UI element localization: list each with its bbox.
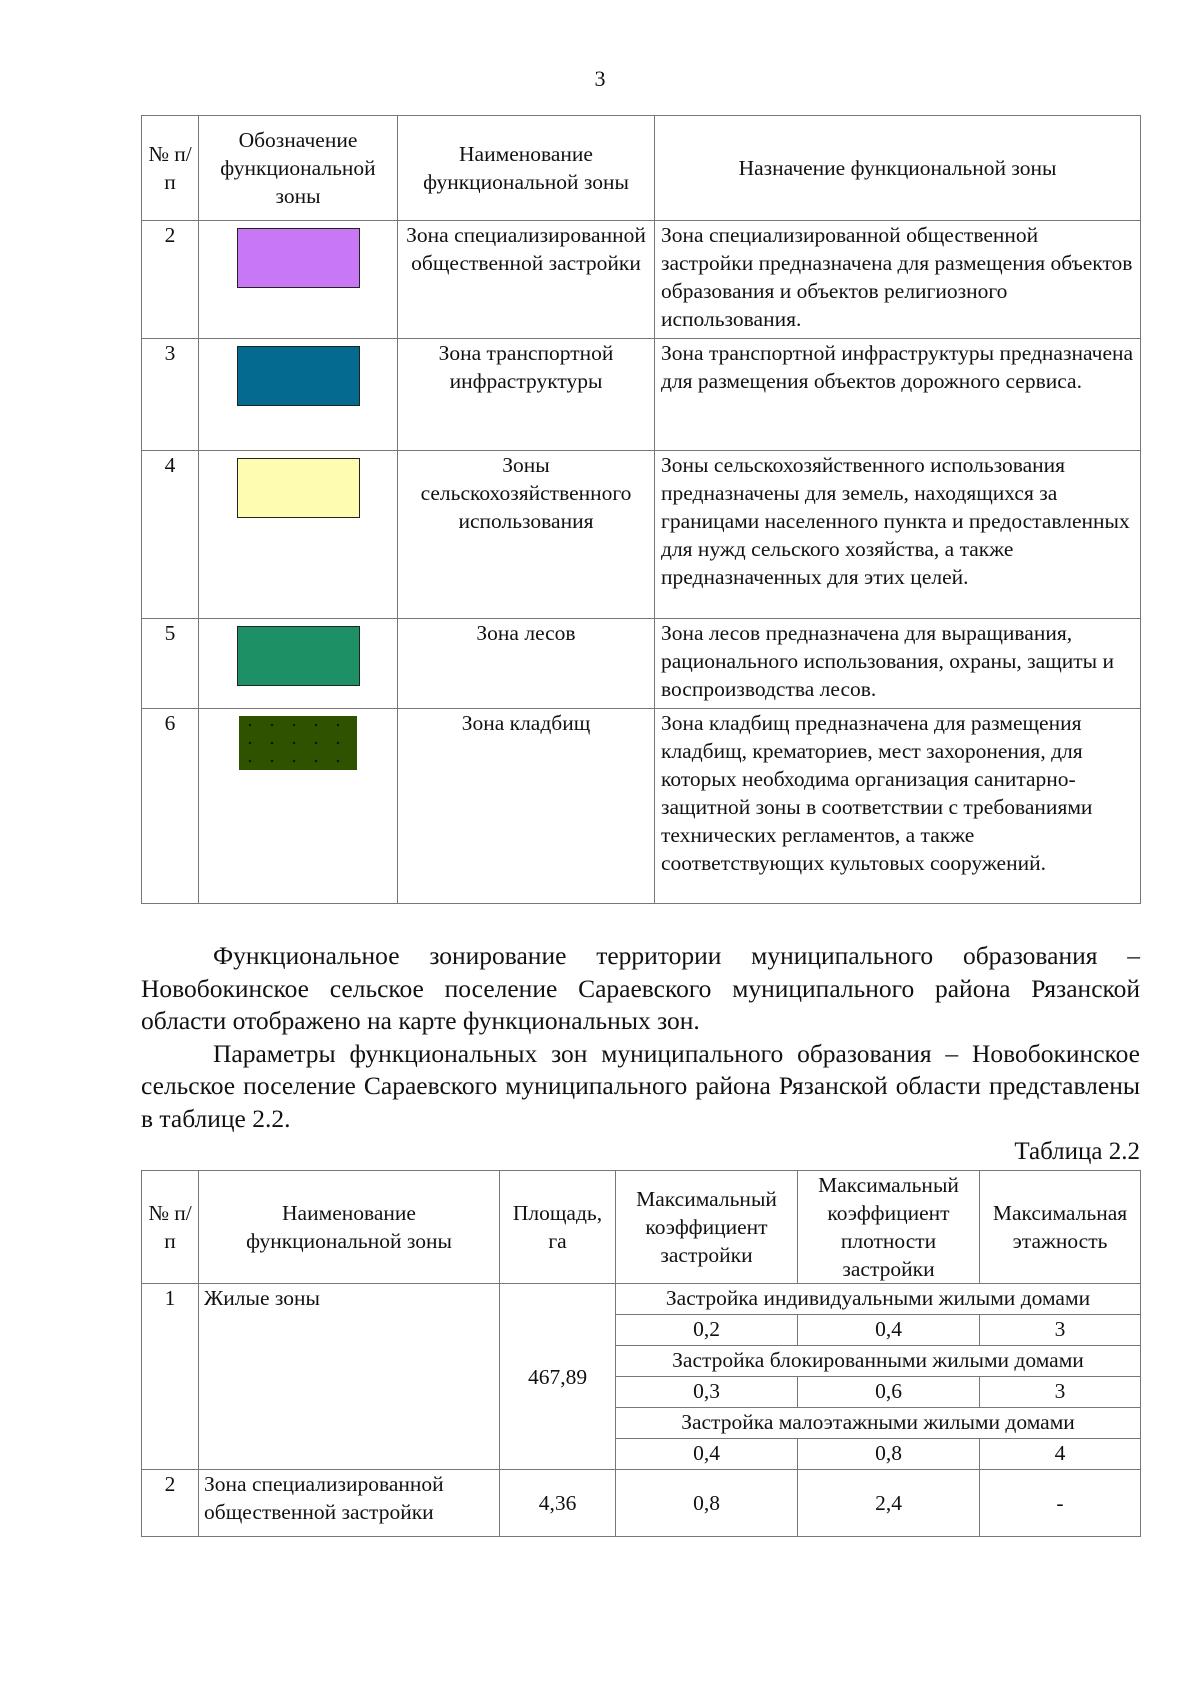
zone-color-swatch	[236, 346, 360, 406]
floors: 3	[979, 1314, 1141, 1346]
build-coef: 0,8	[615, 1469, 798, 1537]
zone-area: 467,89	[499, 1283, 616, 1470]
header-name: Наименование функциональной зоны	[198, 1170, 500, 1284]
header-build-coef: Максимальный коэффициент застройки	[615, 1170, 798, 1284]
table-caption: Таблица 2.2	[1014, 1138, 1140, 1165]
zone-purpose: Зона кладбищ предназначена для размещени…	[654, 708, 1141, 904]
row-num: 3	[141, 338, 199, 451]
zone-purpose: Зона специализированной общественной зас…	[654, 220, 1141, 339]
cemetery-pattern-swatch	[239, 716, 357, 770]
zone-color-swatch	[236, 228, 360, 288]
zone-purpose: Зона транспортной инфраструктуры предназ…	[654, 338, 1141, 451]
header-num: № п/п	[141, 115, 199, 221]
density-coef: 2,4	[797, 1469, 980, 1537]
table-row: 0,2 0,4 3	[142, 1314, 1141, 1346]
row-num: 2	[141, 1469, 199, 1537]
build-coef: 0,2	[615, 1314, 798, 1346]
zone-name: Зона специализированной общественной зас…	[198, 1469, 500, 1537]
table-header-row: № п/п Обозначение функциональной зоны На…	[141, 115, 1141, 221]
floors: 4	[979, 1438, 1141, 1470]
density-coef: 0,8	[797, 1438, 980, 1470]
header-purpose: Назначение функциональной зоны	[654, 115, 1141, 221]
zone-name: Зона кладбищ	[397, 708, 655, 904]
row-num: 4	[141, 450, 199, 619]
table-row: 0,3 0,6 3	[142, 1376, 1141, 1408]
build-coef: 0,3	[615, 1376, 798, 1408]
floors: -	[979, 1469, 1141, 1537]
table-row: 1 Жилые зоны 467,89 Застройка индивидуал…	[141, 1283, 1141, 1470]
zones-legend-table: № п/п Обозначение функциональной зоны На…	[141, 115, 1141, 904]
row-num: 2	[141, 220, 199, 339]
zone-purpose: Зона лесов предназначена для выращивания…	[654, 618, 1141, 709]
table-row: 6 Зона кладбищ Зона кладбищ предназначен…	[141, 708, 1141, 904]
zone-purpose: Зоны сельскохозяйственного использования…	[654, 450, 1141, 619]
group-title: Застройка малоэтажными жилыми домами	[615, 1407, 1141, 1439]
zone-area: 4,36	[499, 1469, 616, 1537]
density-coef: 0,6	[797, 1376, 980, 1408]
group-title: Застройка индивидуальными жилыми домами	[615, 1283, 1141, 1315]
zone-color-swatch	[236, 626, 360, 686]
zone-name: Зоны сельскохозяйственного использования	[397, 450, 655, 619]
body-text: Функциональное зонирование территории му…	[141, 940, 1140, 1135]
density-coef: 0,4	[797, 1314, 980, 1346]
header-name: Наименование функциональной зоны	[397, 115, 655, 221]
zone-name: Зона транспортной инфраструктуры	[397, 338, 655, 451]
header-area: Площадь, га	[499, 1170, 616, 1284]
row-num: 1	[141, 1283, 199, 1470]
paragraph: Функциональное зонирование территории му…	[141, 941, 1140, 1035]
row-num: 5	[141, 618, 199, 709]
table-row: 2 Зона специализированной общественной з…	[141, 220, 1141, 339]
zone-name: Зона лесов	[397, 618, 655, 709]
floors: 3	[979, 1376, 1141, 1408]
paragraph: Параметры функциональных зон муниципальн…	[141, 1038, 1140, 1133]
page-number: 3	[594, 66, 606, 91]
table-header-row: № п/п Наименование функциональной зоны П…	[141, 1170, 1141, 1284]
build-coef: 0,4	[615, 1438, 798, 1470]
zone-parameters-table: № п/п Наименование функциональной зоны П…	[141, 1170, 1141, 1537]
table-row: Застройка блокированными жилыми домами	[142, 1345, 1141, 1377]
table-row: 4 Зоны сельскохозяйственного использован…	[141, 450, 1141, 619]
table-row: 0,4 0,8 4	[142, 1438, 1141, 1470]
table-row: 2 Зона специализированной общественной з…	[141, 1469, 1141, 1537]
zone-name: Жилые зоны	[198, 1283, 500, 1470]
header-symbol: Обозначение функциональной зоны	[198, 115, 398, 221]
table-row: 5 Зона лесов Зона лесов предназначена дл…	[141, 618, 1141, 709]
table-row: 3 Зона транспортной инфраструктуры Зона …	[141, 338, 1141, 451]
zone-name: Зона специализированной общественной зас…	[397, 220, 655, 339]
header-floors: Максимальная этажность	[979, 1170, 1141, 1284]
group-title: Застройка блокированными жилыми домами	[615, 1345, 1141, 1377]
row-num: 6	[141, 708, 199, 904]
zone-color-swatch	[236, 458, 360, 518]
header-num: № п/п	[141, 1170, 199, 1284]
header-density-coef: Максимальный коэффициент плотности застр…	[797, 1170, 980, 1284]
